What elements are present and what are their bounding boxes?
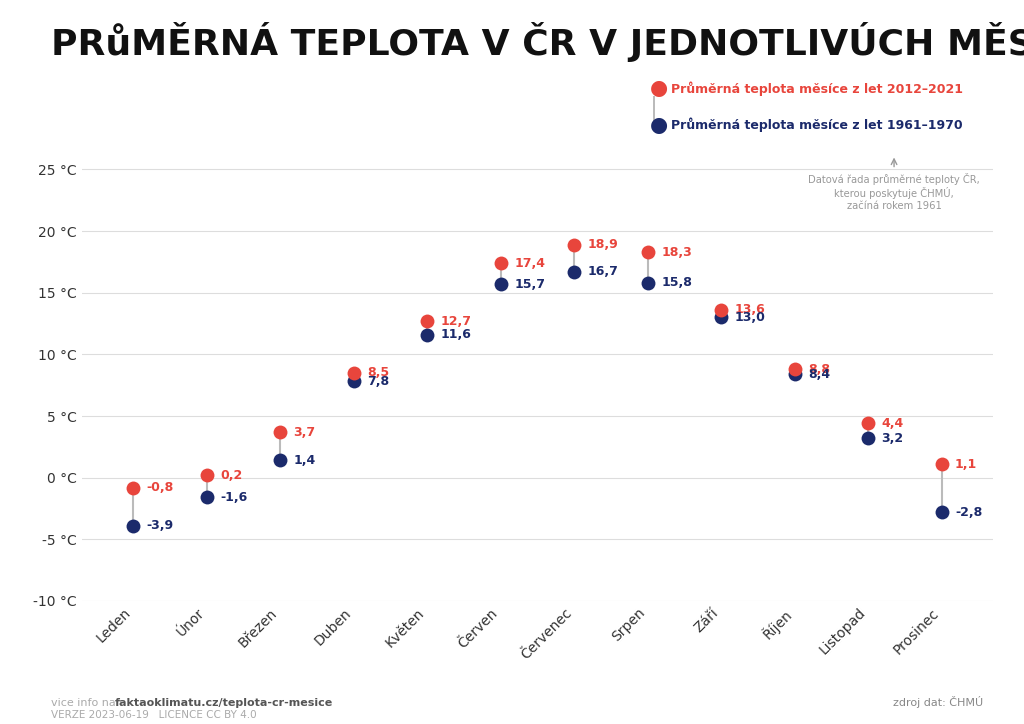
Text: -2,8: -2,8 (955, 505, 982, 518)
Text: 3,7: 3,7 (294, 426, 315, 439)
Text: -3,9: -3,9 (146, 519, 174, 532)
Point (566, 239, 583, 251)
Point (346, 367, 362, 379)
Text: 13,0: 13,0 (734, 311, 766, 324)
Text: 16,7: 16,7 (588, 265, 618, 278)
Text: 1,1: 1,1 (955, 458, 977, 471)
Point (493, 257, 509, 269)
Text: Průměrná teplota měsíce z let 2012–2021: Průměrná teplota měsíce z let 2012–2021 (671, 81, 963, 96)
Text: 8,4: 8,4 (808, 368, 830, 381)
Point (640, 277, 656, 289)
Point (493, 278, 509, 290)
Point (860, 418, 877, 429)
Text: 12,7: 12,7 (440, 315, 472, 327)
Text: VERZE 2023-06-19   LICENCE CC BY 4.0: VERZE 2023-06-19 LICENCE CC BY 4.0 (51, 710, 257, 720)
Point (419, 329, 435, 340)
Point (713, 304, 729, 316)
Text: 11,6: 11,6 (440, 328, 471, 341)
Text: 4,4: 4,4 (882, 417, 904, 430)
Point (199, 492, 215, 503)
Text: vice info na: vice info na (51, 698, 120, 708)
Text: 1,4: 1,4 (294, 454, 315, 467)
Point (419, 315, 435, 327)
Point (566, 266, 583, 277)
Text: 18,3: 18,3 (662, 245, 692, 258)
Text: Datová řada průměrné teploty ČR,
kterou poskytuje ČHMÚ,
začíná rokem 1961: Datová řada průměrné teploty ČR, kterou … (808, 173, 980, 211)
Point (272, 455, 289, 466)
Point (272, 426, 289, 438)
Text: PRůMĚRNÁ TEPLOTA V ČR V JEDNOTLIVÚCH MĚSÍČÍCH: PRůMĚRNÁ TEPLOTA V ČR V JEDNOTLIVÚCH MĚS… (51, 22, 1024, 62)
Point (713, 311, 729, 323)
Text: 8,8: 8,8 (808, 363, 830, 376)
Text: Průměrná teplota měsíce z let 1961–1970: Průměrná teplota měsíce z let 1961–1970 (671, 117, 963, 132)
Point (934, 458, 950, 470)
Point (934, 506, 950, 518)
Point (640, 246, 656, 258)
Point (860, 432, 877, 444)
Text: faktaoklimatu.cz/teplota-cr-mesice: faktaoklimatu.cz/teplota-cr-mesice (115, 698, 333, 708)
Text: -0,8: -0,8 (146, 481, 174, 494)
Text: 3,2: 3,2 (882, 432, 904, 445)
Text: 8,5: 8,5 (367, 366, 389, 379)
Text: 18,9: 18,9 (588, 238, 618, 251)
Point (199, 469, 215, 481)
Text: 15,7: 15,7 (514, 277, 545, 290)
Text: zdroj dat: ČHMÚ: zdroj dat: ČHMÚ (893, 696, 983, 708)
Text: ●: ● (650, 114, 669, 135)
Point (786, 369, 803, 380)
Text: -1,6: -1,6 (220, 491, 248, 504)
Text: 0,2: 0,2 (220, 468, 243, 481)
Text: ●: ● (650, 78, 669, 98)
Text: 13,6: 13,6 (734, 303, 765, 316)
Point (346, 376, 362, 387)
Point (786, 363, 803, 375)
Point (125, 520, 141, 531)
Text: 17,4: 17,4 (514, 256, 545, 269)
Text: 7,8: 7,8 (367, 375, 389, 388)
Point (125, 481, 141, 493)
Text: 15,8: 15,8 (662, 277, 692, 290)
